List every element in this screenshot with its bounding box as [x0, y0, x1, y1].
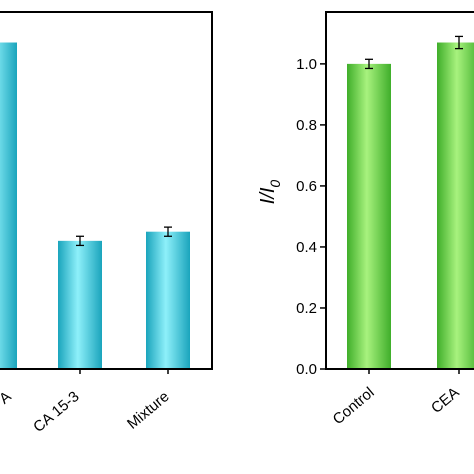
x-tick-label: A	[0, 388, 15, 407]
bar-ca-15-3	[58, 240, 102, 369]
right-error-bars-group	[365, 35, 463, 70]
bar-control	[347, 63, 391, 369]
error-bar-ca-15-3	[76, 235, 84, 247]
error-bar-mixture	[164, 226, 172, 237]
y-tick-label: 0.2	[296, 300, 317, 317]
right-x-ticks-group: Control CEA	[330, 369, 463, 428]
x-tick-label: CEA	[428, 384, 463, 417]
right-plot-frame	[325, 11, 474, 370]
y-tick-label: 1.0	[296, 56, 317, 73]
left-error-bars-group	[76, 226, 172, 247]
bar-cea	[437, 42, 474, 370]
left-x-ticks-group: A CA 15-3 Mixture	[0, 369, 173, 436]
right-y-ticks-group: 0.0 0.2 0.4 0.6 0.8 1.0	[296, 56, 326, 378]
bar-a	[0, 42, 17, 370]
y-tick-label: 0.8	[296, 117, 317, 134]
right-chart-panel: 0.0 0.2 0.4 0.6 0.8 1.0 Control CEA I/I0	[257, 11, 474, 428]
left-chart-panel: A CA 15-3 Mixture	[0, 11, 213, 436]
y-tick-label: 0.0	[296, 361, 317, 378]
left-bars-group	[0, 42, 190, 370]
x-tick-label: Mixture	[124, 388, 173, 433]
x-tick-label: CA 15-3	[30, 388, 82, 436]
y-axis-label: I/I0	[257, 180, 283, 205]
y-tick-label: 0.4	[296, 239, 317, 256]
left-plot-frame	[0, 11, 213, 370]
error-bar-control	[365, 58, 373, 70]
y-axis-label-subscript: 0	[267, 180, 283, 188]
right-bars-group	[347, 42, 474, 370]
bar-mixture	[146, 231, 190, 369]
y-axis-label-main: I/I	[257, 187, 279, 204]
error-bar-cea	[455, 35, 463, 50]
y-tick-label: 0.6	[296, 178, 317, 195]
x-tick-label: Control	[330, 384, 378, 428]
